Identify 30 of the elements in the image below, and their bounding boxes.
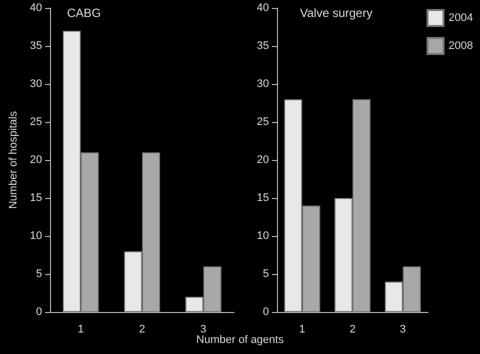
x-tick-label: 3 bbox=[400, 324, 406, 336]
y-tick-label: 40 bbox=[256, 2, 269, 14]
y-tick-label: 25 bbox=[256, 116, 269, 128]
chart-title: CABG bbox=[67, 6, 102, 20]
x-tick-label: 2 bbox=[349, 324, 356, 336]
chart-title: Valve surgery bbox=[300, 6, 372, 20]
x-tick-label: 3 bbox=[200, 324, 206, 336]
y-tick-label: 5 bbox=[36, 268, 42, 280]
x-tick-label: 1 bbox=[78, 324, 84, 336]
x-tick-label: 1 bbox=[299, 324, 306, 336]
y-tick-label: 15 bbox=[30, 192, 42, 204]
legend-label: 2004 bbox=[448, 12, 474, 24]
x-axis-title: Number of agents bbox=[195, 334, 285, 346]
y-tick-label: 35 bbox=[256, 40, 269, 52]
y-tick-label: 15 bbox=[256, 192, 269, 204]
x-tick-label: 2 bbox=[139, 324, 146, 336]
y-tick-label: 10 bbox=[30, 230, 42, 242]
y-tick-label: 25 bbox=[30, 116, 42, 128]
y-tick-label: 20 bbox=[30, 154, 42, 166]
y-tick-label: 10 bbox=[256, 230, 269, 242]
y-tick-label: 30 bbox=[30, 78, 42, 90]
y-tick-label: 0 bbox=[262, 306, 269, 318]
y-tick-label: 40 bbox=[30, 2, 42, 14]
y-tick-label: 30 bbox=[256, 78, 269, 90]
y-tick-label: 0 bbox=[36, 306, 42, 318]
y-tick-label: 5 bbox=[262, 268, 269, 280]
legend-label: 2008 bbox=[448, 40, 474, 52]
y-axis-title: Number of hospitals bbox=[8, 110, 20, 209]
y-tick-label: 20 bbox=[256, 154, 269, 166]
y-tick-label: 35 bbox=[30, 40, 42, 52]
